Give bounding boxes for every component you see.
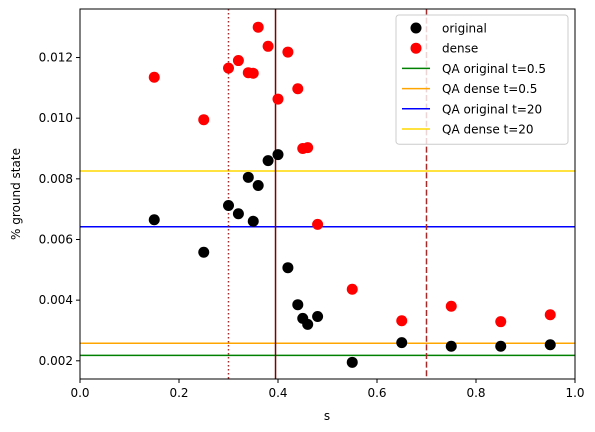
dense-point xyxy=(247,67,259,79)
dense-point xyxy=(396,315,408,327)
dense-point xyxy=(262,40,274,52)
x-axis-label: s xyxy=(324,409,330,423)
dense-point xyxy=(302,142,314,154)
y-tick-label: 0.004 xyxy=(39,293,73,307)
x-tick-label: 1.0 xyxy=(565,386,584,400)
original-point xyxy=(247,215,259,227)
dense-point xyxy=(198,114,210,126)
legend-label-qa-original-t-20: QA original t=20 xyxy=(442,102,542,116)
dense-point xyxy=(282,46,294,58)
dense-point xyxy=(445,300,457,312)
legend-label-qa-original-t-0-5: QA original t=0.5 xyxy=(442,62,546,76)
dense-point xyxy=(272,93,284,105)
y-tick-label: 0.006 xyxy=(39,232,73,246)
original-point xyxy=(242,171,254,183)
original-point xyxy=(272,149,284,161)
legend-label-dense: dense xyxy=(442,42,478,56)
original-point xyxy=(544,339,556,351)
x-tick-label: 0.2 xyxy=(169,386,188,400)
legend-marker-original xyxy=(410,22,422,34)
original-point xyxy=(312,311,324,323)
dense-point xyxy=(252,21,264,33)
legend-label-original: original xyxy=(442,22,487,36)
x-tick-label: 0.8 xyxy=(466,386,485,400)
original-point xyxy=(346,356,358,368)
x-tick-label: 0.0 xyxy=(70,386,89,400)
dense-point xyxy=(292,83,304,95)
y-tick-label: 0.002 xyxy=(39,354,73,368)
axes-frame xyxy=(79,8,576,380)
dense-point xyxy=(495,316,507,328)
original-point xyxy=(396,337,408,349)
legend-frame xyxy=(395,14,569,145)
original-point xyxy=(282,262,294,274)
original-point xyxy=(198,246,210,258)
legend-label-qa-dense-t-20: QA dense t=20 xyxy=(442,123,534,137)
dense-point xyxy=(312,218,324,230)
plot-area: 0.0 0.2 0.4 0.6 0.8 1.0 0.002 0.004 0.006 0.008 0.… xyxy=(39,8,585,400)
dense-point xyxy=(148,71,160,83)
x-tick-label: 0.4 xyxy=(268,386,287,400)
dense-point xyxy=(544,309,556,321)
original-point xyxy=(292,299,304,311)
original-point xyxy=(223,200,234,212)
dense-point xyxy=(346,283,358,295)
y-tick-label: 0.012 xyxy=(39,51,73,65)
original-point xyxy=(232,208,244,220)
legend-marker-dense xyxy=(410,42,422,54)
y-axis-label: % ground state xyxy=(9,148,23,240)
x-tick-label: 0.6 xyxy=(367,386,386,400)
original-point xyxy=(252,180,264,192)
dense-point xyxy=(232,55,244,67)
dense-point xyxy=(223,62,234,74)
original-point xyxy=(495,340,507,352)
legend-label-qa-dense-t-0-5: QA dense t=0.5 xyxy=(442,82,537,96)
original-point xyxy=(262,155,274,167)
original-point xyxy=(445,340,457,352)
original-point xyxy=(148,214,160,226)
legend: original dense QA original t=0.5 QA dense t… xyxy=(395,14,569,145)
y-tick-label: 0.008 xyxy=(39,172,73,186)
y-tick-label: 0.010 xyxy=(39,111,73,125)
original-point xyxy=(302,318,314,330)
